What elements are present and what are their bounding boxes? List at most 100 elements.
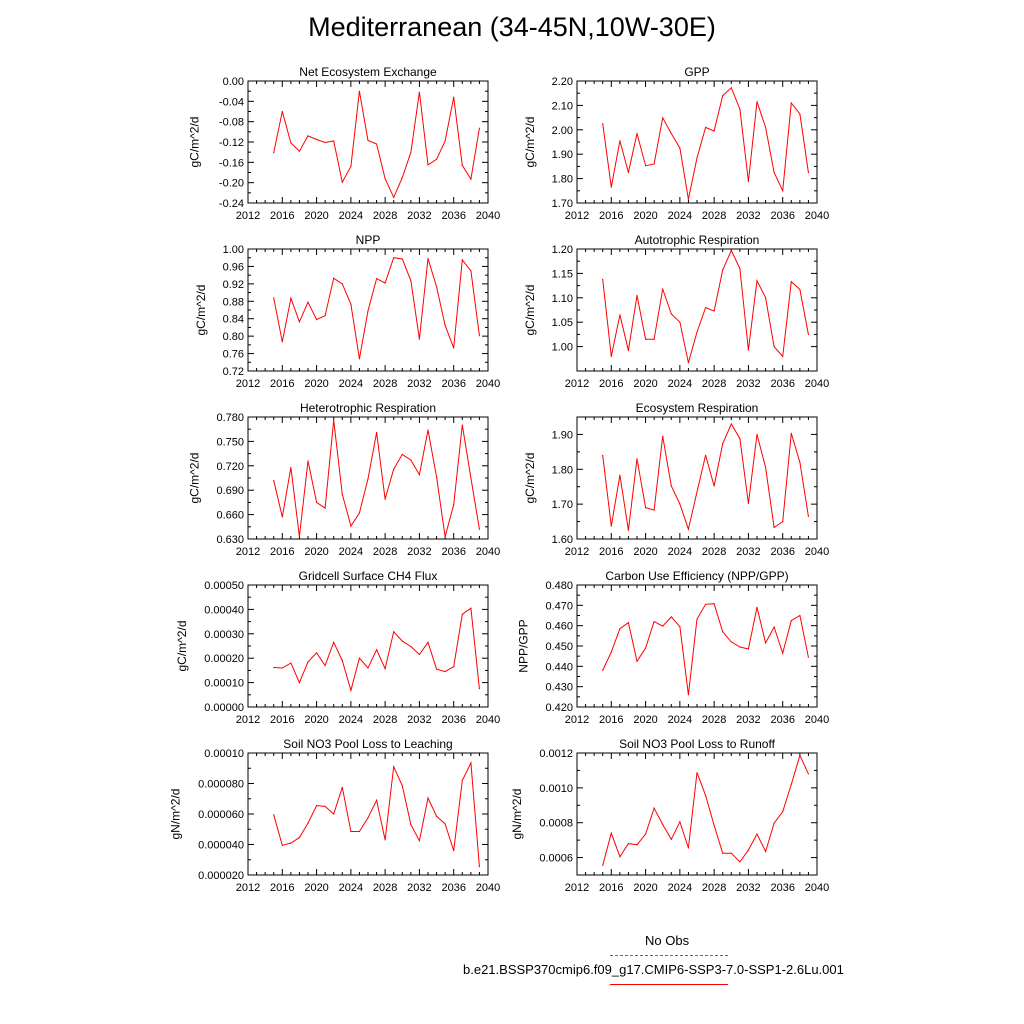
data-point — [290, 842, 292, 844]
x-tick-label: 2032 — [736, 546, 760, 558]
data-point — [679, 321, 681, 323]
data-point — [790, 619, 792, 622]
data-point — [627, 529, 630, 531]
data-point — [281, 110, 283, 113]
y-tick-label: 0.84 — [223, 314, 244, 326]
y-tick-label: 0.76 — [223, 349, 244, 361]
chart-title: Ecosystem Respiration — [636, 401, 759, 415]
data-point — [273, 814, 275, 816]
chart-panel-6: Gridcell Surface CH4 Flux 2012 2016 2020 202… — [175, 569, 500, 726]
data-point — [799, 113, 801, 115]
x-tick-label: 2024 — [668, 714, 692, 726]
y-tick-label: 1.00 — [223, 244, 244, 256]
data-point — [478, 866, 481, 868]
y-tick-label: 0.0008 — [539, 818, 573, 830]
plot-frame — [576, 80, 818, 204]
data-point — [602, 454, 604, 456]
plot-frame — [247, 752, 489, 876]
data-point — [333, 140, 335, 142]
x-tick-label: 2028 — [702, 210, 726, 222]
data-point — [281, 516, 283, 518]
data-point — [298, 150, 301, 152]
y-tick-label: 1.60 — [552, 534, 573, 546]
data-point — [435, 668, 438, 670]
x-tick-label: 2012 — [565, 378, 589, 390]
data-point — [298, 837, 301, 839]
data-point — [333, 277, 335, 279]
x-tick-label: 2016 — [270, 714, 294, 726]
y-tick-label: 0.450 — [545, 641, 573, 653]
data-point — [358, 657, 361, 659]
series-line — [273, 761, 480, 867]
x-tick-label: 2024 — [668, 210, 692, 222]
data-point — [644, 833, 647, 835]
data-point — [756, 101, 758, 103]
data-point — [619, 474, 621, 476]
data-point — [602, 123, 604, 125]
data-point — [679, 626, 681, 628]
x-tick-label: 2020 — [304, 882, 328, 894]
y-axis-label: gN/m^2/d — [169, 789, 183, 840]
data-point — [773, 346, 775, 348]
y-tick-label: 0.88 — [223, 296, 244, 308]
data-point — [704, 454, 707, 456]
x-tick-label: 2028 — [373, 882, 397, 894]
x-tick-label: 2028 — [373, 210, 397, 222]
data-point — [730, 249, 732, 252]
x-tick-label: 2024 — [339, 378, 363, 390]
y-tick-label: 0.780 — [216, 412, 244, 424]
data-point — [679, 147, 681, 149]
y-tick-label: 1.80 — [552, 174, 573, 186]
data-point — [478, 335, 481, 337]
data-point — [435, 286, 438, 288]
x-tick-label: 2020 — [304, 210, 328, 222]
data-point — [281, 341, 283, 343]
data-point — [461, 259, 463, 261]
data-point — [393, 631, 395, 633]
data-point — [653, 807, 655, 809]
x-tick-label: 2040 — [805, 378, 829, 390]
data-point — [713, 130, 715, 132]
data-point — [713, 485, 715, 487]
data-point — [807, 656, 810, 658]
y-tick-label: 1.70 — [552, 198, 573, 210]
data-point — [290, 142, 292, 144]
x-tick-label: 2028 — [702, 378, 726, 390]
data-point — [427, 429, 429, 431]
data-point — [307, 661, 309, 663]
x-tick-label: 2020 — [304, 378, 328, 390]
data-point — [653, 338, 655, 340]
data-point — [722, 852, 724, 854]
data-point — [384, 839, 386, 841]
data-point — [315, 318, 318, 321]
data-point — [722, 269, 724, 271]
data-point — [636, 294, 638, 296]
y-tick-label: 0.00040 — [204, 604, 244, 616]
chart-title: Heterotrophic Respiration — [300, 401, 436, 415]
data-point — [790, 783, 792, 785]
data-point — [602, 278, 604, 280]
x-tick-label: 2032 — [736, 378, 760, 390]
data-point — [799, 754, 801, 756]
data-point — [418, 840, 421, 842]
y-tick-label: -0.24 — [219, 198, 244, 210]
data-point — [696, 618, 698, 620]
data-point — [307, 822, 309, 824]
chart-title: Soil NO3 Pool Loss to Runoff — [619, 737, 776, 751]
data-point — [324, 805, 326, 807]
data-point — [644, 165, 647, 167]
y-tick-label: 1.80 — [552, 464, 573, 476]
x-tick-label: 2016 — [270, 882, 294, 894]
data-point — [764, 850, 767, 853]
data-point — [401, 258, 403, 260]
x-tick-label: 2040 — [476, 546, 500, 558]
y-tick-label: 0.660 — [216, 510, 244, 522]
x-tick-label: 2040 — [805, 714, 829, 726]
data-point — [764, 466, 767, 469]
data-point — [350, 830, 352, 833]
data-point — [756, 433, 758, 436]
data-point — [461, 779, 463, 782]
data-point — [461, 613, 463, 615]
x-tick-label: 2016 — [599, 210, 623, 222]
y-tick-label: 1.70 — [552, 499, 573, 511]
